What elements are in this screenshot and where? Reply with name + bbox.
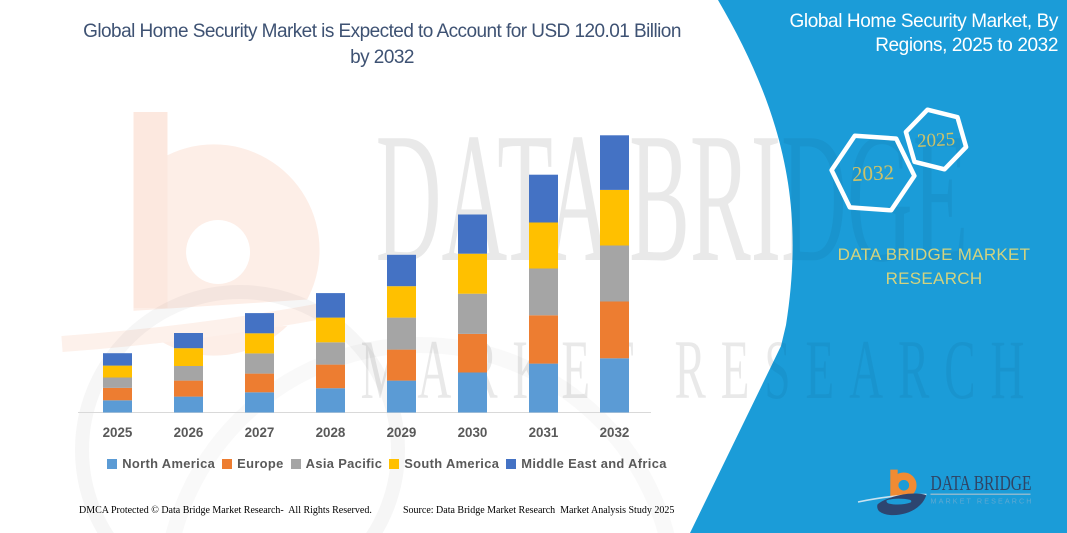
svg-text:2025: 2025 <box>917 129 956 152</box>
svg-text:2028: 2028 <box>316 425 346 440</box>
svg-text:2027: 2027 <box>245 425 275 440</box>
svg-text:2026: 2026 <box>174 425 204 440</box>
svg-text:2030: 2030 <box>458 425 488 440</box>
svg-text:2031: 2031 <box>529 425 559 440</box>
svg-text:2032: 2032 <box>600 425 630 440</box>
svg-text:DATA BRIDGE: DATA BRIDGE <box>931 471 1032 495</box>
svg-text:2025: 2025 <box>103 425 133 440</box>
svg-text:2029: 2029 <box>387 425 417 440</box>
svg-text:MARKET RESEARCH: MARKET RESEARCH <box>931 497 1032 506</box>
svg-text:2032: 2032 <box>851 160 894 186</box>
